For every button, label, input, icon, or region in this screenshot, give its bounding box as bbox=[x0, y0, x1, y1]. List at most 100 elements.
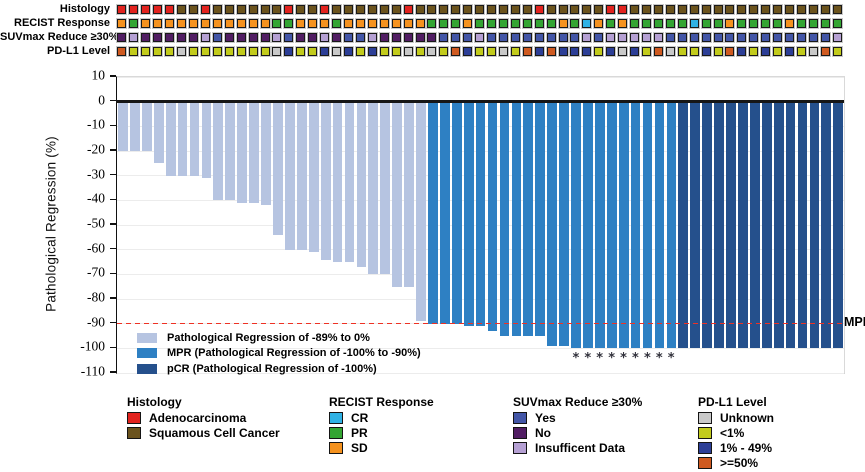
track-cell bbox=[712, 46, 724, 56]
asterisk: * bbox=[667, 351, 675, 367]
track-cell bbox=[688, 46, 700, 56]
track-cell bbox=[796, 18, 808, 28]
y-tick-label: -100 bbox=[80, 338, 105, 354]
track-cell bbox=[772, 32, 784, 42]
track-cell bbox=[450, 18, 462, 28]
track-cell bbox=[450, 46, 462, 56]
track-cell bbox=[152, 4, 164, 14]
bar-slot bbox=[415, 101, 427, 349]
bar bbox=[463, 101, 474, 327]
track-cell bbox=[402, 32, 414, 42]
track-square-S bbox=[272, 4, 282, 14]
bar-slot bbox=[665, 101, 677, 349]
track-square-N bbox=[188, 32, 198, 42]
track-square-N bbox=[403, 32, 413, 42]
track-square-S bbox=[451, 4, 461, 14]
track-cell bbox=[629, 32, 641, 42]
legend-swatch bbox=[329, 411, 343, 424]
bar-slot bbox=[820, 101, 832, 349]
track-square-U bbox=[665, 46, 675, 56]
legend-swatch bbox=[513, 411, 527, 424]
bar bbox=[738, 101, 748, 349]
track-square-PR bbox=[832, 18, 842, 28]
legend-swatch bbox=[513, 441, 527, 454]
track-cell bbox=[521, 18, 533, 28]
track-square-PR bbox=[129, 18, 139, 28]
track-square-N bbox=[296, 32, 306, 42]
track-cell bbox=[629, 46, 641, 56]
track-cell bbox=[259, 46, 271, 56]
track-cell bbox=[211, 4, 223, 14]
bar bbox=[332, 101, 343, 262]
bar bbox=[642, 101, 653, 349]
track-cell bbox=[259, 4, 271, 14]
track-square-M bbox=[606, 46, 616, 56]
track-cell bbox=[128, 18, 140, 28]
track-cell bbox=[176, 4, 188, 14]
legend-item: Squamous Cell Cancer bbox=[127, 425, 280, 440]
track-square-Y bbox=[546, 32, 556, 42]
track-cell bbox=[319, 46, 331, 56]
plot-legend-item: Pathological Regression of -89% to 0% bbox=[137, 330, 421, 346]
track-cell bbox=[390, 32, 402, 42]
track-cell bbox=[450, 32, 462, 42]
track-cell bbox=[509, 32, 521, 42]
bar bbox=[380, 101, 391, 275]
bar-slot bbox=[153, 101, 165, 349]
track-cell bbox=[557, 4, 569, 14]
track-square-S bbox=[808, 4, 818, 14]
track-square-M bbox=[737, 46, 747, 56]
track-square-Y bbox=[737, 32, 747, 42]
bar-slot bbox=[499, 101, 511, 349]
track-cell bbox=[211, 18, 223, 28]
legend-item: CR bbox=[329, 410, 434, 425]
track-cell bbox=[199, 18, 211, 28]
legend-item-label: CR bbox=[351, 410, 369, 425]
track-cell bbox=[569, 4, 581, 14]
pcr-swatch bbox=[137, 363, 157, 374]
track-square-CR bbox=[689, 18, 699, 28]
bar bbox=[785, 101, 796, 349]
bar-slot bbox=[618, 101, 630, 349]
legend-item-label: PR bbox=[351, 425, 368, 440]
track-cell bbox=[831, 46, 843, 56]
track-square-S bbox=[487, 4, 497, 14]
track-square-Y bbox=[761, 32, 771, 42]
bar-slot bbox=[189, 101, 201, 349]
bar-slot bbox=[391, 101, 403, 349]
bar bbox=[451, 101, 462, 324]
track-cell bbox=[307, 4, 319, 14]
track-square-Y bbox=[451, 32, 461, 42]
track-square-M bbox=[284, 46, 294, 56]
track-cell bbox=[366, 4, 378, 14]
track-cell bbox=[498, 18, 510, 28]
track-square-N bbox=[141, 32, 151, 42]
y-tick-label: -70 bbox=[87, 264, 105, 280]
track-cell bbox=[199, 4, 211, 14]
track-square-L bbox=[379, 46, 389, 56]
track-square-Y bbox=[594, 32, 604, 42]
track-cell bbox=[235, 18, 247, 28]
bar bbox=[189, 101, 200, 176]
track-cell bbox=[235, 32, 247, 42]
track-cell bbox=[652, 18, 664, 28]
track-cell bbox=[390, 4, 402, 14]
track-cell bbox=[641, 4, 653, 14]
track-square-Y bbox=[498, 32, 508, 42]
track-square-Y bbox=[212, 32, 222, 42]
legend-group-title: RECIST Response bbox=[329, 395, 434, 409]
bar-slot bbox=[439, 101, 451, 349]
track-cell bbox=[807, 4, 819, 14]
track-cell bbox=[593, 46, 605, 56]
track-cell bbox=[617, 32, 629, 42]
track-cell bbox=[557, 32, 569, 42]
track-square-A bbox=[200, 4, 210, 14]
bar-slot bbox=[260, 101, 272, 349]
track-cell bbox=[569, 46, 581, 56]
track-cell bbox=[295, 4, 307, 14]
track-cell bbox=[247, 4, 259, 14]
bar-slot bbox=[546, 101, 558, 349]
bar bbox=[714, 101, 724, 349]
track-square-SD bbox=[558, 18, 568, 28]
track-square-S bbox=[463, 4, 473, 14]
